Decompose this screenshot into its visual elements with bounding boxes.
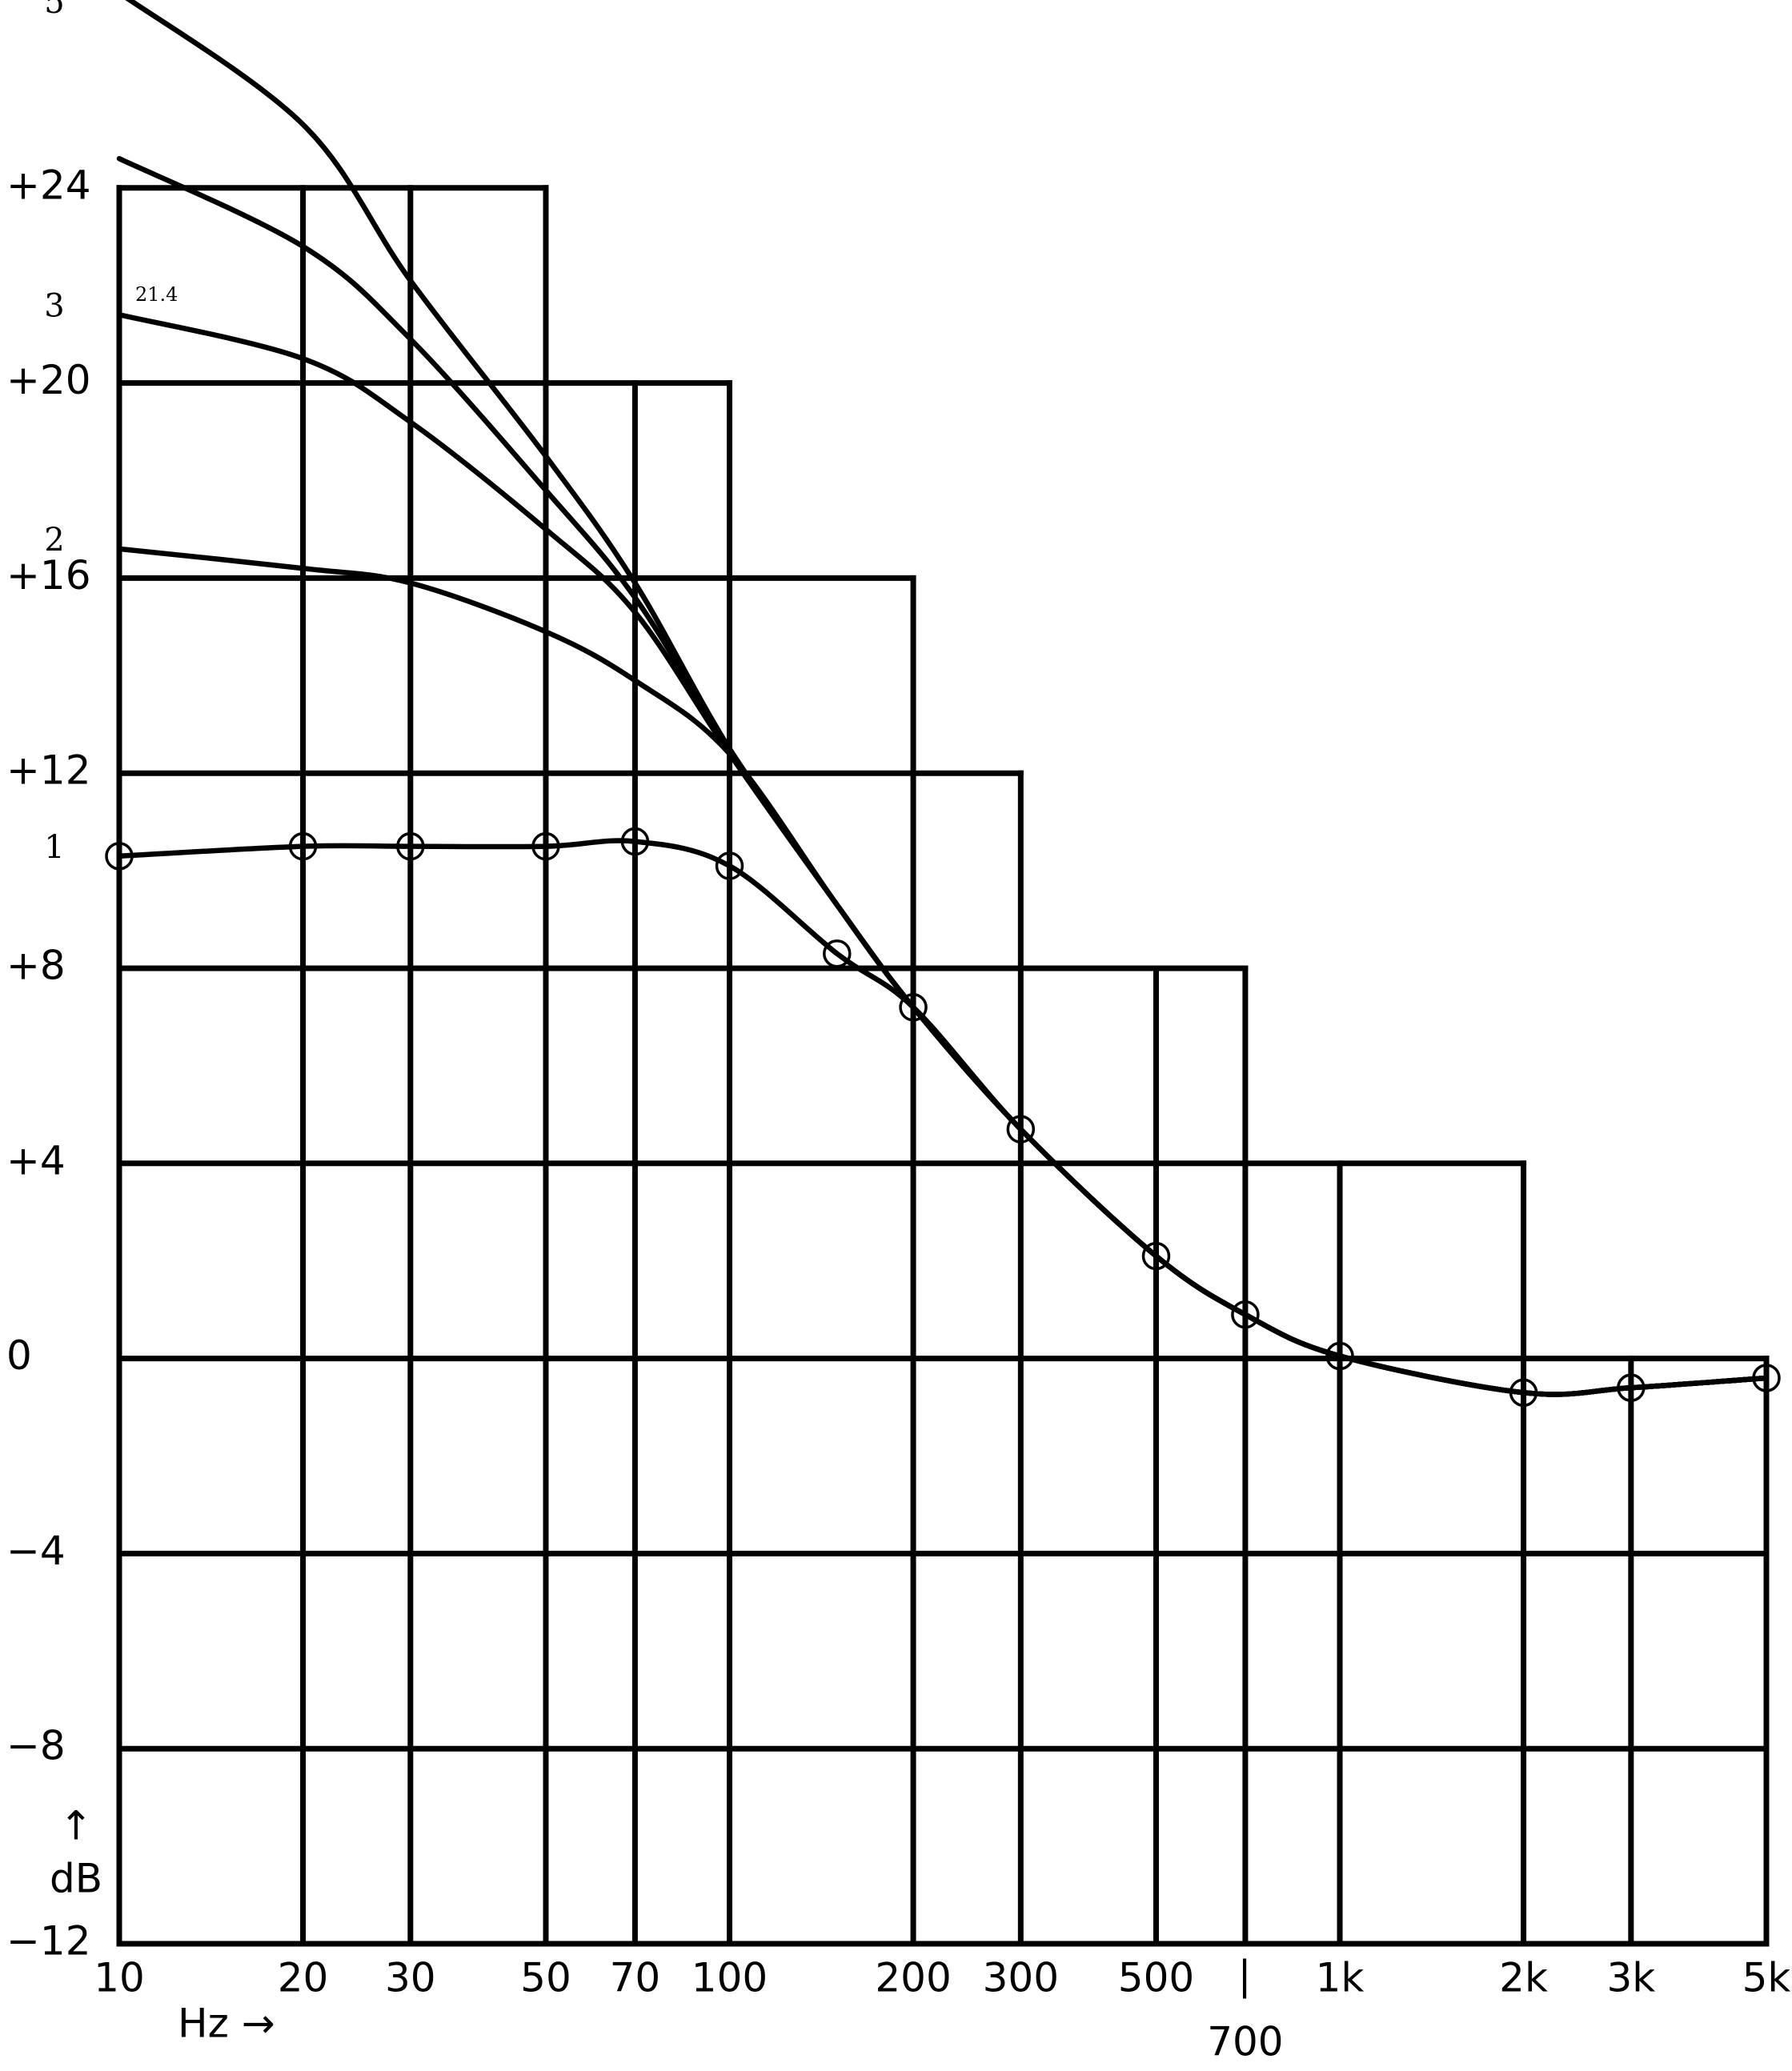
y-tick-label: −4 (6, 1528, 66, 1574)
x-tick-label: 70 (610, 1955, 661, 2001)
annotation: 21.4 (135, 283, 178, 306)
y-tick-label: +12 (6, 747, 91, 794)
curve (116, 546, 1770, 1397)
curve (116, 312, 1770, 1397)
point-marker (1006, 1115, 1036, 1144)
point-marker (620, 827, 650, 856)
point-marker (823, 939, 852, 968)
x-tick-label: 200 (875, 1955, 951, 2001)
point-marker (715, 851, 744, 880)
point-marker (1231, 1300, 1260, 1329)
x-tick-label: 30 (385, 1955, 436, 2001)
y-tick-label: 0 (6, 1332, 32, 1379)
x-tick-label: 2k (1499, 1955, 1548, 2001)
y-tick-label: −12 (6, 1918, 91, 1965)
x-tick-label: 500 (1118, 1955, 1194, 2001)
x-axis-label: Hz → (178, 2001, 275, 2047)
series-label: 1 (44, 829, 64, 866)
curve (116, 155, 1770, 1397)
point-marker (396, 831, 425, 861)
point-marker (105, 842, 134, 871)
point-marker (1141, 1241, 1171, 1271)
point-marker (288, 831, 318, 861)
curve (125, 0, 1770, 1397)
y-axis-label: dB (50, 1856, 102, 1902)
x-tick-label: 10 (94, 1955, 145, 2001)
x-tick-label: 3k (1606, 1955, 1655, 2001)
y-tick-label: +16 (6, 552, 91, 599)
y-tick-label: +8 (6, 943, 66, 989)
curve (116, 838, 1770, 1397)
curves (105, 0, 1781, 1408)
x-tick-label: 100 (692, 1955, 768, 2001)
point-marker (899, 993, 928, 1022)
y-tick-label: −8 (6, 1723, 66, 1769)
x-tick-label: 1k (1316, 1955, 1365, 2001)
x-tick-label: 20 (278, 1955, 329, 2001)
point-marker (531, 831, 560, 861)
point-marker (1325, 1341, 1354, 1371)
x-tick-label: 700 (1207, 2019, 1283, 2065)
series-label: 5 (44, 0, 64, 21)
series-label: 2 (44, 522, 64, 559)
x-tick-label: 300 (983, 1955, 1059, 2001)
x-tick-label: 50 (520, 1955, 571, 2001)
y-tick-label: +4 (6, 1137, 66, 1184)
y-axis-label: ↑ (59, 1803, 93, 1849)
tick-pointer: | (1238, 1953, 1252, 1999)
y-tick-label: +24 (6, 162, 91, 208)
y-tick-label: +20 (6, 357, 91, 403)
series-label: 3 (44, 287, 64, 324)
x-tick-label: 5k (1742, 1955, 1791, 2001)
